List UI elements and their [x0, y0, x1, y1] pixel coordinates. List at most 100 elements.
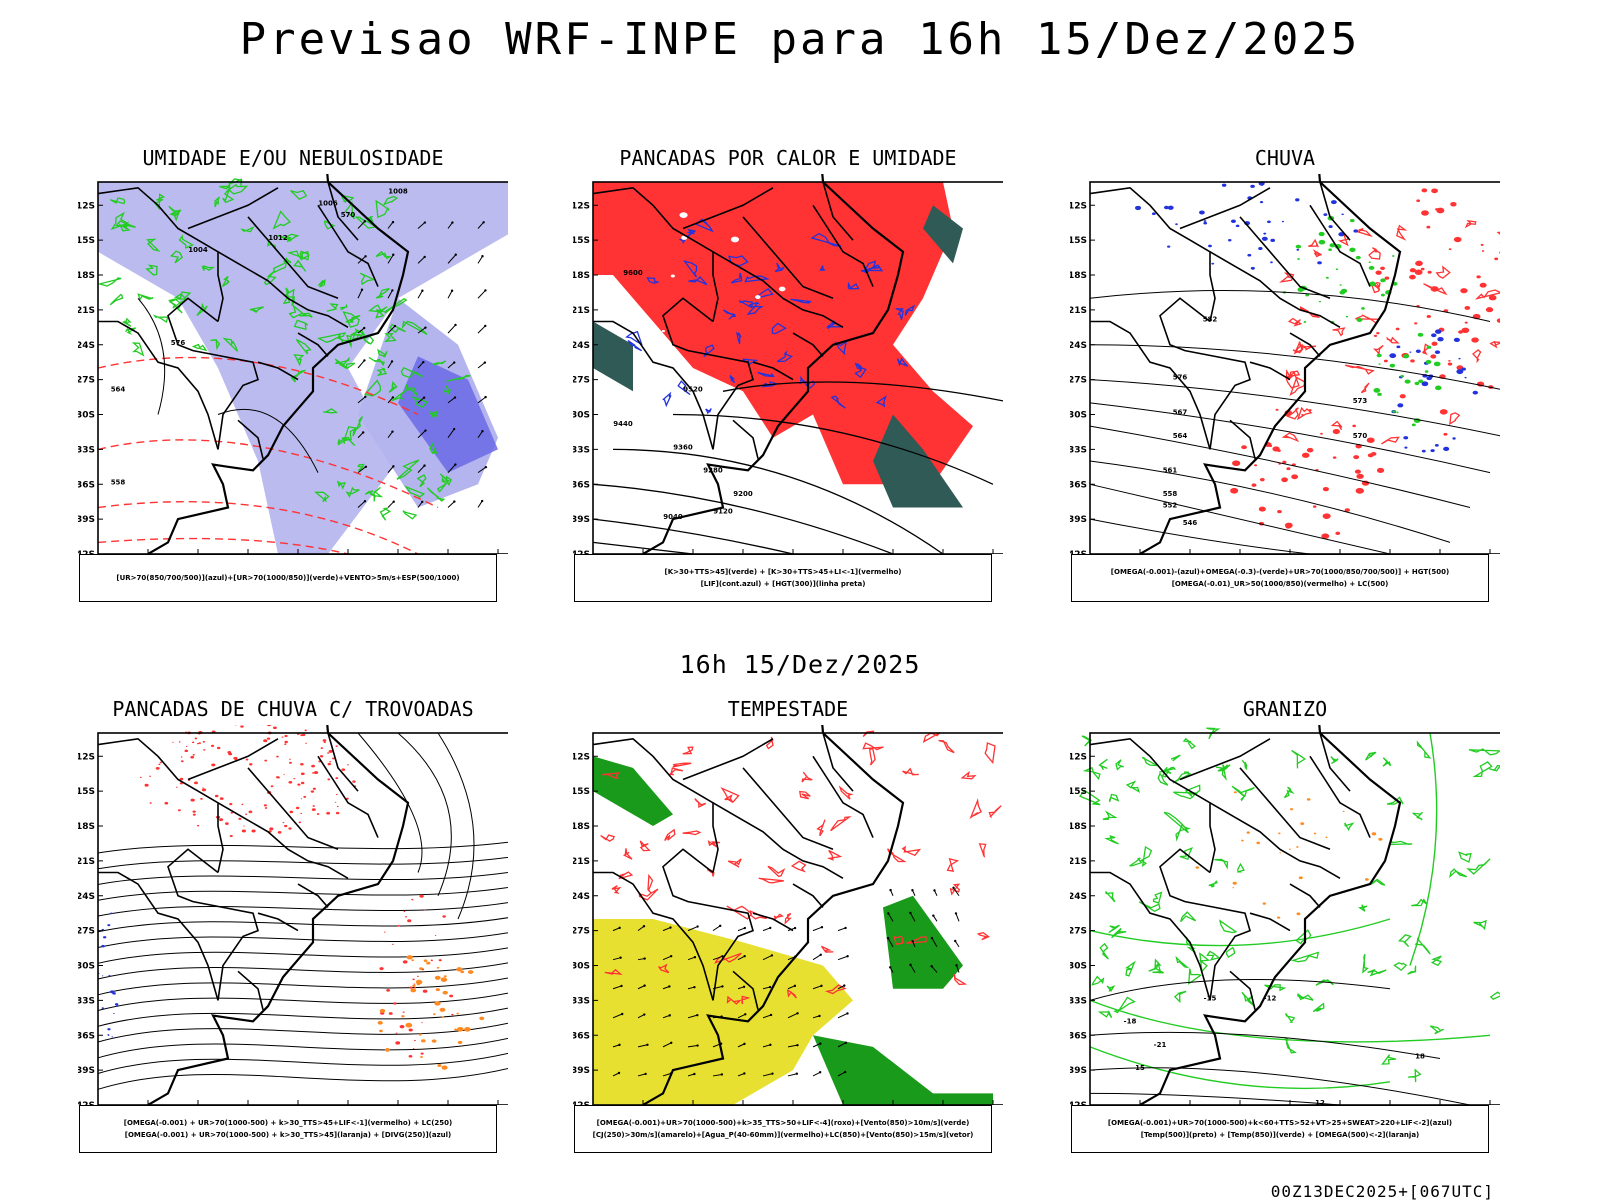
omega-orange-area: [1278, 832, 1280, 834]
storm-red-area: [158, 764, 160, 765]
panel-title: GRANIZO: [1070, 697, 1500, 721]
storm-red-area: [379, 967, 383, 970]
wind-vector-head: [954, 940, 956, 942]
rain-blue-area: [1403, 436, 1408, 439]
wind-vector-head: [618, 927, 620, 929]
rain-blue-area: [1452, 437, 1455, 439]
storm-red-area: [424, 910, 426, 911]
legend-line: [OMEGA(-0.01)_UR>50(1000/850)(vermelho) …: [1072, 578, 1488, 590]
storm-red-area: [409, 1029, 413, 1032]
lat-tick-label: 15S: [1070, 236, 1087, 246]
storm-red-area: [186, 746, 188, 747]
wind-vector-head: [620, 985, 622, 987]
wind-vector-head: [643, 925, 645, 927]
storm-red-area: [276, 756, 279, 758]
rain-red-area: [1409, 275, 1416, 280]
rain-blue-area: [1204, 220, 1207, 222]
rain-red-area: [1260, 478, 1265, 481]
divergence-blue-area: [111, 1036, 113, 1037]
omega-orange-area: [1279, 852, 1281, 853]
rain-green-area: [1425, 370, 1429, 373]
rain-green-area: [1357, 318, 1363, 322]
wind-vector-head: [484, 361, 486, 363]
wind-vector-head: [618, 1072, 620, 1074]
rain-red-area: [1471, 337, 1479, 342]
wind-vector-head: [643, 1013, 645, 1015]
rain-red-area: [1323, 513, 1331, 519]
panel-title: UMIDADE E/OU NEBULOSIDADE: [78, 146, 508, 170]
storm-orange-area: [379, 1030, 383, 1033]
lat-tick-label: 39S: [573, 515, 590, 525]
omega-orange-area: [1365, 878, 1369, 881]
storm-red-area: [220, 797, 224, 800]
omega-orange-area: [1296, 912, 1300, 915]
storm-red-area: [251, 830, 255, 833]
lat-tick-label: 39S: [1070, 1066, 1087, 1076]
storm-orange-area: [437, 967, 440, 969]
wind-vector-head: [818, 1015, 820, 1017]
wind-vector-head: [794, 985, 796, 987]
wind-vector-head: [365, 466, 367, 468]
rain-green-area: [1341, 289, 1347, 293]
storm-red-area: [312, 772, 314, 774]
omega-orange-area: [1289, 849, 1291, 850]
rain-red-area: [1384, 360, 1388, 363]
storm-red-area: [326, 812, 330, 815]
wind-vector-head: [743, 955, 745, 957]
lat-tick-label: 18S: [573, 271, 590, 281]
rain-red-area: [1415, 269, 1423, 274]
contour-label: -15: [1204, 994, 1217, 1002]
map-trovoadas: 12S15S18S21S24S27S30S33S36S39S42S70W65W6…: [78, 725, 508, 1105]
rain-red-area: [1460, 288, 1467, 293]
rain-blue-area: [1211, 263, 1214, 265]
rain-green-area: [1296, 245, 1301, 249]
wind-vector-head: [909, 912, 911, 914]
lat-tick-label: 36S: [78, 1031, 95, 1041]
storm-red-area: [300, 813, 302, 814]
storm-red-area: [389, 1012, 393, 1015]
run-info-footer: 00Z13DEC2025+[067UTC]: [1271, 1182, 1494, 1201]
wind-vector-head: [955, 964, 957, 966]
lat-tick-label: 36S: [1070, 1031, 1087, 1041]
omega-orange-area: [1277, 917, 1280, 919]
wind-vector-head: [721, 985, 723, 987]
storm-red-area: [190, 799, 194, 802]
rain-green-area: [1392, 410, 1396, 412]
panel-title: TEMPESTADE: [573, 697, 1003, 721]
rain-blue-area: [1262, 237, 1268, 241]
lat-tick-label: 33S: [573, 996, 590, 1006]
storm-red-area: [289, 759, 291, 760]
rain-blue-area: [1329, 225, 1333, 228]
wind-vector-head: [696, 1044, 698, 1046]
lat-tick-label: 21S: [78, 306, 95, 316]
storm-red-area: [203, 749, 205, 751]
lat-tick-label: 12S: [78, 201, 95, 211]
storm-orange-area: [435, 976, 441, 980]
wind-vector-head: [794, 927, 796, 929]
rain-red-area: [1333, 429, 1340, 434]
rain-red-area: [1367, 437, 1375, 443]
storm-red-area: [393, 1002, 396, 1004]
storm-red-area: [412, 978, 414, 980]
rain-red-area: [1431, 286, 1439, 292]
storm-orange-area: [416, 980, 423, 985]
rain-red-area: [1376, 332, 1379, 334]
legend-line: [OMEGA(-0.001)+UR>70(1000-500)+k<60+TTS>…: [1072, 1117, 1488, 1129]
rain-red-area: [1230, 488, 1238, 494]
storm-red-area: [301, 782, 304, 784]
rain-red-area: [1323, 487, 1329, 491]
legend-box: [UR>70(850/700/500)](azul)+[UR>70(1000/8…: [79, 554, 497, 602]
storm-red-area: [282, 736, 284, 737]
storm-red-area: [284, 825, 287, 827]
rain-red-area: [1448, 362, 1452, 365]
rain-red-area: [1276, 409, 1279, 411]
storm-red-area: [384, 932, 386, 933]
divergence-blue-area: [115, 1003, 119, 1005]
wind-vector-head: [669, 1014, 671, 1016]
rain-green-area: [1319, 232, 1325, 236]
storm-red-area: [395, 1041, 400, 1044]
storm-red-area: [409, 987, 412, 989]
wind-vector-head: [453, 500, 455, 502]
rain-red-area: [1410, 359, 1415, 362]
